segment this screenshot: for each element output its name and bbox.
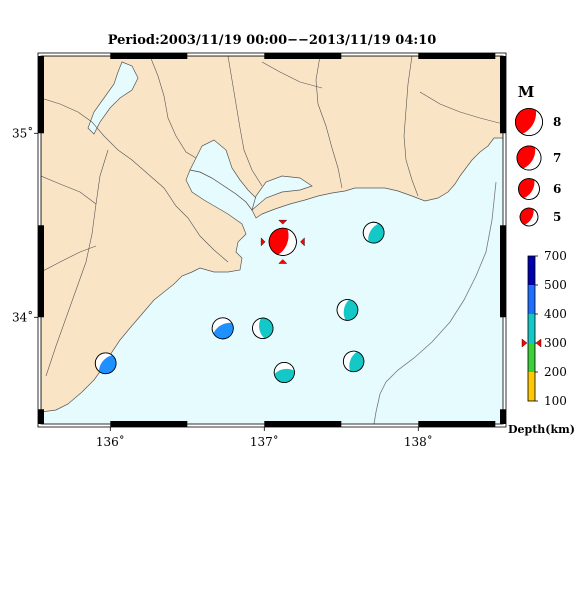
legend-beachball xyxy=(519,207,539,227)
depth-tick-label: 200 xyxy=(544,365,567,379)
event-beachball xyxy=(211,317,234,340)
magnitude-legend-label: 5 xyxy=(553,210,561,224)
magnitude-legend-title: M xyxy=(518,83,535,101)
legend-beachball xyxy=(516,145,542,171)
legend-beachball xyxy=(514,107,544,137)
depth-marker-right xyxy=(535,338,542,348)
map-title: Period:2003/11/19 00:00−−2013/11/19 04:1… xyxy=(108,33,437,48)
prefecture-borders xyxy=(41,56,503,377)
depth-scale-segment xyxy=(528,256,535,285)
mainshock-marker xyxy=(300,237,305,247)
nankai-trough xyxy=(373,181,497,424)
magnitude-legend-label: 7 xyxy=(553,151,561,165)
axis-ticks: 136˚ 137˚ 138˚ 34˚ 35˚ xyxy=(12,125,433,449)
depth-tick-label: 400 xyxy=(544,307,567,321)
legend-beachball xyxy=(518,178,540,200)
mainshock-beachball xyxy=(268,227,297,256)
map-area xyxy=(41,56,503,424)
mikawa-bay xyxy=(251,175,313,212)
depth-tick-label: 700 xyxy=(544,249,567,263)
x-tick-label: 136˚ xyxy=(96,434,125,449)
depth-unit-label: Depth(km) xyxy=(508,423,575,436)
ise-bay xyxy=(189,139,259,211)
magnitude-legend-label: 6 xyxy=(553,182,561,196)
depth-scale-segment xyxy=(528,343,535,372)
event-beachball xyxy=(252,317,274,339)
depth-scale-segment xyxy=(528,372,535,401)
depth-scale-segment xyxy=(528,314,535,343)
x-tick-label: 137˚ xyxy=(250,434,279,449)
map-frame xyxy=(37,52,507,428)
depth-marker-left xyxy=(521,338,528,348)
event-beachball xyxy=(336,299,359,321)
event-beachball xyxy=(362,221,385,244)
event-beachball xyxy=(94,352,117,375)
x-tick-label: 138˚ xyxy=(404,434,433,449)
mainshock-marker xyxy=(278,219,288,225)
depth-scale-segment xyxy=(528,285,535,314)
depth-tick-label: 300 xyxy=(544,336,567,350)
depth-tick-label: 100 xyxy=(544,394,567,408)
magnitude-legend: M 8 7 6 5 xyxy=(514,83,561,227)
mainshock-marker xyxy=(260,237,266,247)
depth-tick-label: 500 xyxy=(544,278,567,292)
depth-legend: Depth(km) 700 500 400 300 200 100 xyxy=(508,249,575,436)
y-tick-label: 35˚ xyxy=(12,125,33,140)
event-beachball xyxy=(273,361,295,383)
magnitude-legend-label: 8 xyxy=(553,115,561,129)
event-beachball xyxy=(342,350,365,373)
y-tick-label: 34˚ xyxy=(12,309,33,324)
focal-mechanisms xyxy=(94,219,385,383)
mainshock-marker xyxy=(278,259,288,264)
